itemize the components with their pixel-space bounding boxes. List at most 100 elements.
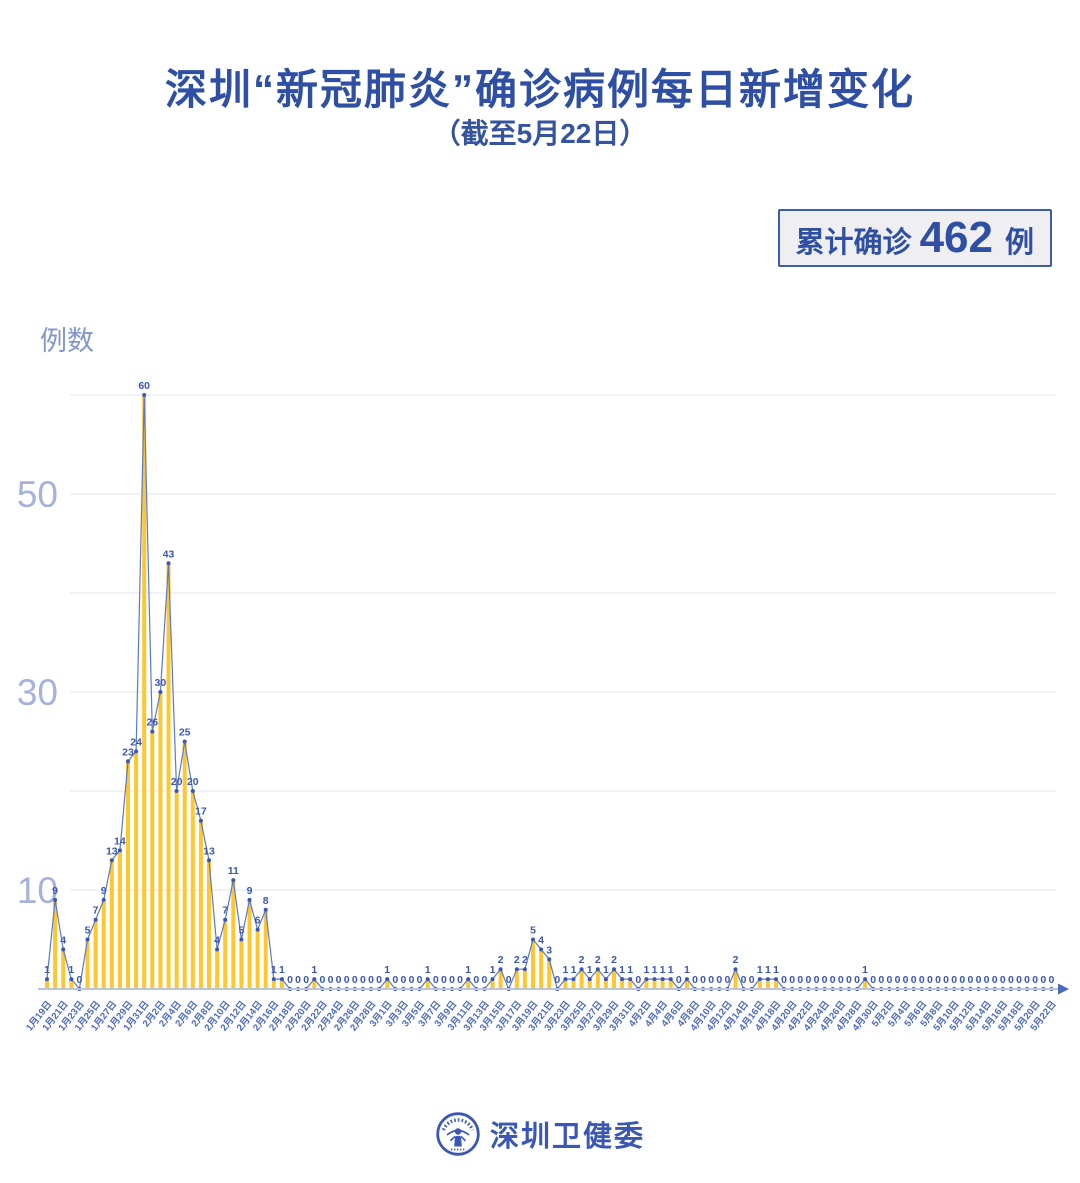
data-point bbox=[425, 977, 430, 982]
data-point-label: 3 bbox=[546, 944, 552, 956]
bar bbox=[571, 979, 576, 989]
data-point-label: 0 bbox=[805, 974, 811, 986]
data-point-label: 14 bbox=[114, 835, 126, 847]
data-point bbox=[166, 561, 171, 566]
data-point-label: 0 bbox=[967, 974, 973, 986]
bar bbox=[247, 899, 252, 989]
data-point bbox=[142, 393, 147, 397]
svg-text:10: 10 bbox=[17, 870, 58, 911]
data-point bbox=[757, 977, 762, 982]
bar bbox=[385, 979, 390, 989]
data-point-label: 0 bbox=[1000, 974, 1006, 986]
bar bbox=[587, 979, 592, 989]
data-point bbox=[498, 967, 503, 972]
data-point-label: 0 bbox=[870, 974, 876, 986]
y-axis-tick-labels: 10 30 50 bbox=[17, 474, 58, 911]
bar bbox=[45, 979, 49, 989]
data-point-label: 1 bbox=[587, 964, 593, 976]
bar bbox=[579, 969, 584, 989]
data-point-label: 0 bbox=[295, 974, 301, 986]
data-point-label: 17 bbox=[195, 806, 207, 818]
data-point-label: 1 bbox=[44, 964, 50, 976]
data-point-label: 0 bbox=[352, 974, 358, 986]
data-point bbox=[668, 977, 673, 982]
bar bbox=[668, 979, 673, 989]
data-point-label: 2 bbox=[611, 954, 617, 966]
data-point-label: 0 bbox=[976, 974, 982, 986]
bar bbox=[215, 949, 220, 989]
data-point-label: 0 bbox=[951, 974, 957, 986]
data-point-label: 60 bbox=[138, 380, 150, 392]
cumulative-confirmed-badge: 累计确诊 462 例 bbox=[777, 209, 1052, 267]
data-point-label: 9 bbox=[101, 885, 107, 897]
data-point-label: 1 bbox=[562, 964, 568, 976]
data-point bbox=[198, 818, 203, 823]
data-point-label: 0 bbox=[1040, 974, 1046, 986]
bar bbox=[126, 761, 130, 989]
data-point bbox=[215, 947, 220, 952]
bar bbox=[166, 563, 171, 989]
data-point bbox=[255, 927, 260, 932]
data-point-label: 1 bbox=[643, 964, 649, 976]
data-point-label: 1 bbox=[68, 964, 74, 976]
bar bbox=[660, 979, 665, 989]
data-point-label: 0 bbox=[911, 974, 917, 986]
data-point-label: 0 bbox=[336, 974, 342, 986]
data-point-label: 1 bbox=[684, 964, 690, 976]
data-point bbox=[312, 977, 317, 982]
data-point-label: 2 bbox=[498, 954, 504, 966]
data-point-label: 0 bbox=[741, 974, 747, 986]
data-point-label: 7 bbox=[93, 905, 99, 917]
bar bbox=[684, 979, 689, 989]
data-point-label: 0 bbox=[409, 974, 415, 986]
data-point bbox=[490, 977, 495, 982]
data-point-label: 0 bbox=[692, 974, 698, 986]
data-point bbox=[93, 917, 98, 922]
data-point-label: 0 bbox=[927, 974, 933, 986]
bar bbox=[271, 979, 276, 989]
bar bbox=[531, 939, 535, 989]
data-point-label: 0 bbox=[1032, 974, 1038, 986]
data-point-label: 0 bbox=[943, 974, 949, 986]
bar bbox=[263, 909, 268, 989]
bar bbox=[563, 979, 568, 989]
data-point bbox=[207, 858, 211, 863]
bar bbox=[612, 969, 616, 989]
data-point bbox=[279, 977, 284, 982]
data-point-label: 0 bbox=[814, 974, 820, 986]
data-point-label: 0 bbox=[895, 974, 901, 986]
bar bbox=[628, 979, 633, 989]
data-point bbox=[239, 937, 244, 942]
bar bbox=[53, 899, 58, 989]
bar bbox=[142, 395, 147, 989]
data-point bbox=[158, 690, 163, 694]
data-point bbox=[652, 977, 657, 982]
data-point-label: 0 bbox=[328, 974, 334, 986]
data-point-label: 1 bbox=[660, 964, 666, 976]
data-point bbox=[182, 739, 187, 744]
x-axis-arrow-icon bbox=[1058, 983, 1069, 995]
data-point bbox=[514, 967, 519, 972]
data-point-label: 2 bbox=[522, 954, 528, 966]
data-point-label: 0 bbox=[716, 974, 722, 986]
data-point bbox=[531, 937, 535, 942]
daily-new-cases-chart: 10 30 50 例数 1 9 4 1 0 5 7 9 13 14 23 24 60 26 30 43 20 25 20 17… bbox=[0, 300, 1080, 1070]
data-point-label: 0 bbox=[400, 974, 406, 986]
bar bbox=[255, 929, 260, 989]
data-point-label: 0 bbox=[886, 974, 892, 986]
data-point-label: 4 bbox=[214, 934, 220, 946]
bar bbox=[652, 979, 657, 989]
data-point-label: 0 bbox=[360, 974, 366, 986]
data-point-label: 1 bbox=[425, 964, 431, 976]
bar bbox=[239, 939, 244, 989]
data-point-label: 0 bbox=[392, 974, 398, 986]
data-point-label: 0 bbox=[984, 974, 990, 986]
data-point-label: 0 bbox=[749, 974, 755, 986]
data-point-label: 7 bbox=[222, 905, 228, 917]
data-point bbox=[126, 759, 130, 764]
bar bbox=[223, 919, 228, 989]
data-point-label: 0 bbox=[708, 974, 714, 986]
data-point-label: 0 bbox=[992, 974, 998, 986]
x-axis-date-labels: 1月19日1月21日1月23日1月25日1月27日1月29日1月31日2月2日2… bbox=[24, 999, 1059, 1033]
bar bbox=[312, 979, 317, 989]
